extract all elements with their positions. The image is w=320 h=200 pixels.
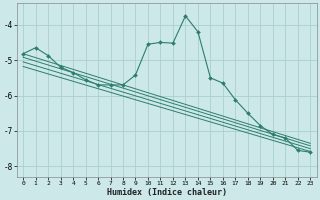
X-axis label: Humidex (Indice chaleur): Humidex (Indice chaleur) [107, 188, 227, 197]
